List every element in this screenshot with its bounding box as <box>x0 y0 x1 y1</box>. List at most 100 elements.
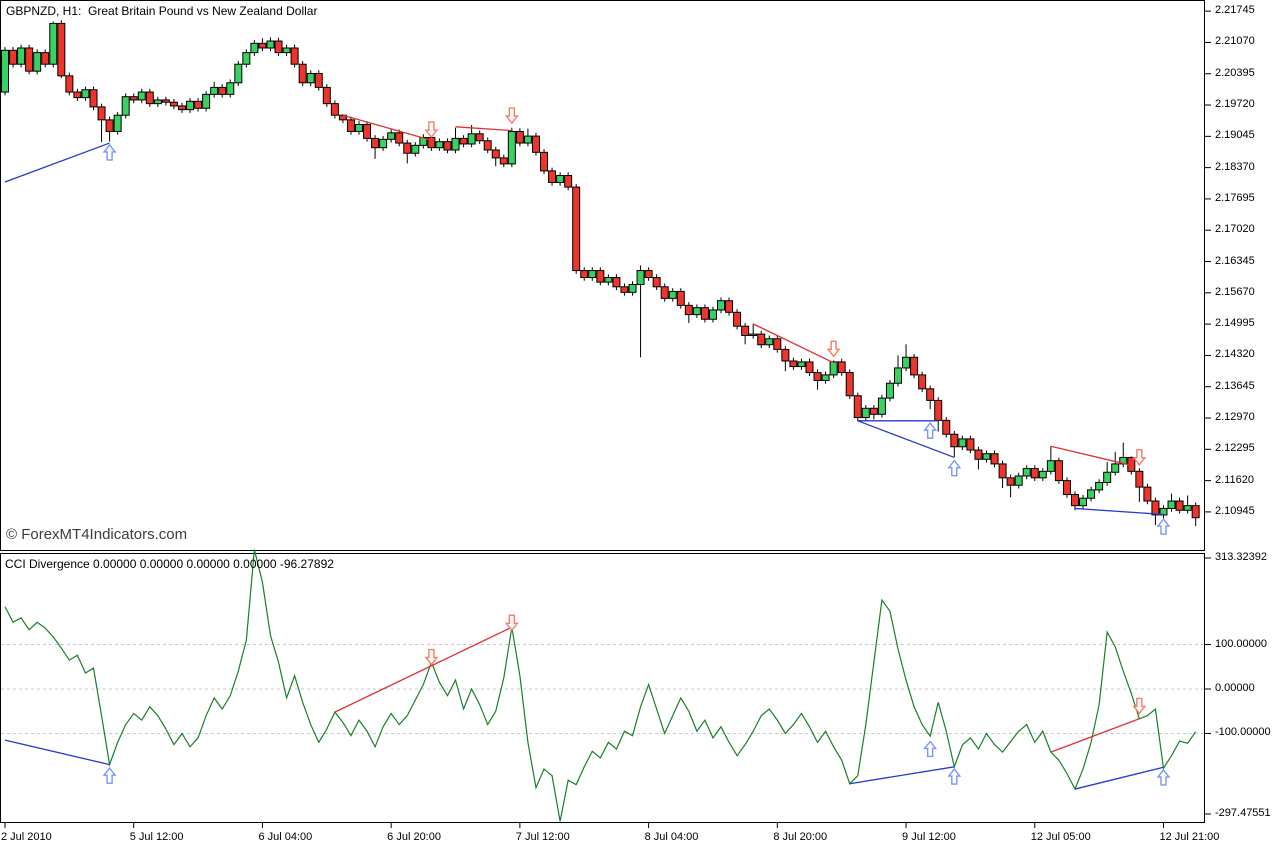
bull-candle <box>861 407 870 419</box>
bear-candle <box>194 100 203 109</box>
time-axis-label: 8 Jul 20:00 <box>773 831 828 843</box>
bull-candle <box>282 47 291 54</box>
cci-axis-label: -297.47551 <box>1215 807 1271 819</box>
bear-candle <box>1143 486 1152 502</box>
bear-candle <box>1054 460 1063 482</box>
blue-cci-divergence-trendline <box>1074 766 1164 790</box>
bear-candle <box>934 399 943 421</box>
price-axis-label: 2.18370 <box>1215 160 1255 173</box>
bull-candle <box>1159 507 1168 516</box>
bull-candle <box>234 63 243 84</box>
bear-candle <box>129 96 138 101</box>
bear-candle <box>330 103 339 116</box>
bull-candle <box>226 82 235 95</box>
buy-signal-arrow-icon <box>102 143 117 161</box>
bull-candle <box>507 130 516 165</box>
price-axis-label: 2.12295 <box>1215 442 1255 455</box>
bear-candle <box>612 277 621 288</box>
bear-candle <box>1006 477 1015 486</box>
time-axis-label: 5 Jul 12:00 <box>129 831 184 843</box>
bear-candle <box>990 453 999 465</box>
bear-candle <box>65 75 74 93</box>
bear-candle <box>845 372 854 397</box>
bear-candle <box>1070 494 1079 507</box>
cci-axis-label: 0.00000 <box>1215 682 1255 694</box>
bear-candle <box>966 438 975 451</box>
price-axis-label: 2.10945 <box>1215 504 1255 517</box>
bear-candle <box>371 137 380 149</box>
bear-candle <box>564 175 573 188</box>
bull-candle <box>1183 505 1192 511</box>
bull-candle <box>877 397 886 415</box>
cci-line <box>4 549 1197 822</box>
bull-candle <box>765 338 774 346</box>
bear-candle <box>1191 505 1200 519</box>
cci-axis-label: 313.32392 <box>1215 551 1267 563</box>
price-axis-label: 2.19045 <box>1215 129 1255 142</box>
bull-candle <box>33 52 42 72</box>
cci-buy-signal-arrow-icon <box>947 767 962 785</box>
bull-candle <box>113 114 122 132</box>
bull-candle <box>137 91 146 101</box>
red-divergence-trendline <box>342 114 432 141</box>
red-divergence-trendline <box>455 126 512 132</box>
bull-candle <box>435 141 444 149</box>
bull-candle <box>628 283 637 293</box>
bull-candle <box>387 132 396 140</box>
bull-candle <box>885 382 894 399</box>
cci-buy-signal-arrow-icon <box>1156 768 1171 786</box>
bear-candle <box>89 89 98 108</box>
price-axis-label: 2.12970 <box>1215 411 1255 424</box>
bull-candle <box>17 47 26 65</box>
cci-sell-signal-arrow-icon <box>504 614 519 632</box>
bull-candle <box>1095 481 1104 491</box>
bull-candle <box>749 333 758 336</box>
price-axis-label: 2.19720 <box>1215 98 1255 111</box>
bear-candle <box>25 47 34 72</box>
bear-candle <box>395 132 404 144</box>
time-axis-label: 6 Jul 04:00 <box>258 831 313 843</box>
bear-candle <box>1062 480 1071 496</box>
cci-indicator-panel[interactable] <box>0 553 1205 823</box>
bull-candle <box>250 42 259 54</box>
bull-candle <box>1046 460 1055 472</box>
watermark: © ForexMT4Indicators.com <box>6 526 188 543</box>
bull-candle <box>692 307 701 316</box>
bear-candle <box>652 277 661 288</box>
bear-candle <box>9 49 18 65</box>
bear-candle <box>805 361 814 374</box>
price-axis-label: 2.20395 <box>1215 66 1255 79</box>
bear-candle <box>910 356 919 376</box>
bull-candle <box>1103 471 1112 483</box>
bull-candle <box>81 89 90 99</box>
bear-candle <box>684 304 693 316</box>
bear-candle <box>853 395 862 419</box>
bear-candle <box>322 86 331 105</box>
cci-axis-label: -100.00000 <box>1215 726 1271 739</box>
bull-candle <box>604 277 613 283</box>
sell-signal-arrow-icon <box>504 107 519 125</box>
bear-candle <box>161 99 170 103</box>
red-cci-divergence-trendline <box>334 626 513 713</box>
price-axis-label: 2.15670 <box>1215 285 1255 298</box>
time-axis-label: 2 Jul 2010 <box>1 831 52 843</box>
bear-candle <box>572 186 581 272</box>
bull-candle <box>708 309 717 320</box>
time-axis-label: 9 Jul 12:00 <box>902 831 956 843</box>
bull-candle <box>523 135 532 144</box>
red-divergence-trendline <box>1050 445 1132 466</box>
bear-candle <box>1135 470 1144 488</box>
bear-candle <box>491 149 500 159</box>
bull-candle <box>588 270 597 279</box>
bull-candle <box>1079 497 1088 507</box>
red-cci-divergence-trendline <box>1050 718 1140 753</box>
sell-signal-arrow-icon <box>1132 449 1147 466</box>
time-axis-label: 8 Jul 04:00 <box>644 831 699 843</box>
bear-candle <box>725 300 734 313</box>
bear-candle <box>918 374 927 390</box>
bear-candle <box>660 286 669 299</box>
bull-candle <box>893 367 902 384</box>
buy-signal-arrow-icon <box>947 459 962 477</box>
bear-candle <box>499 157 508 165</box>
